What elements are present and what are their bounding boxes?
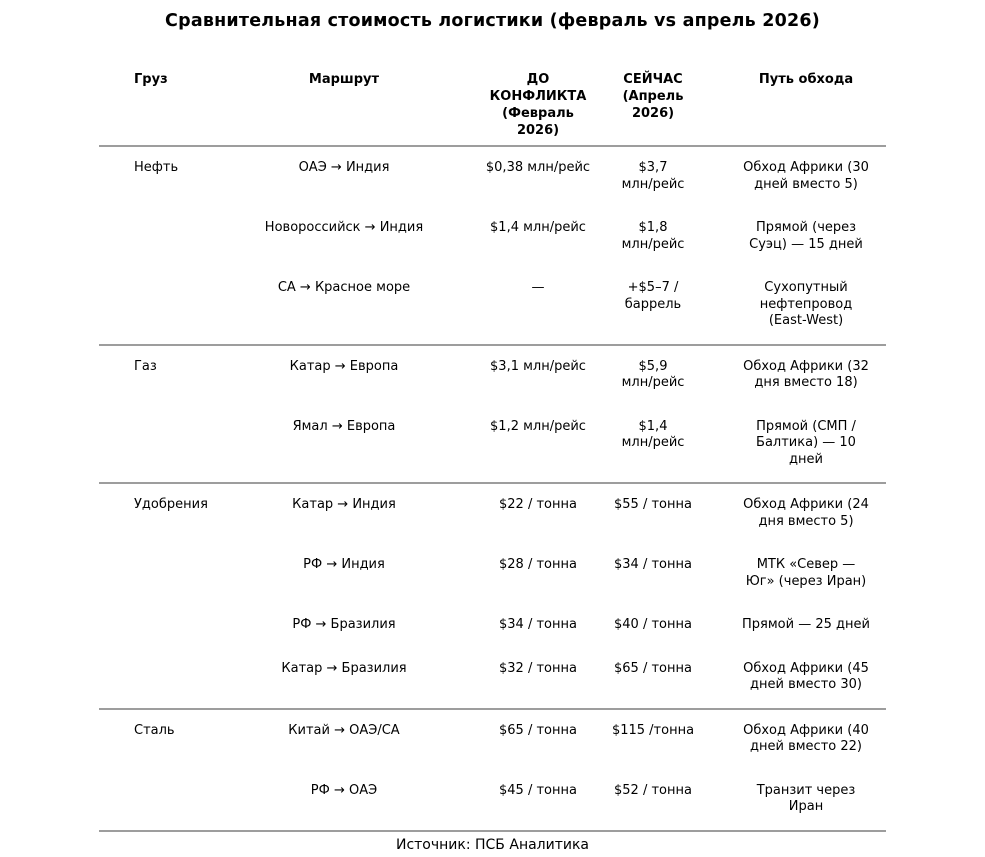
before-cell: $32 / тонна — [499, 660, 577, 676]
column-header-now: СЕЙЧАС (Апрель 2026) — [603, 55, 703, 147]
table-row: Новороссийск → Индия $1,4 млн/рейс $1,8 … — [99, 207, 886, 267]
cargo-cell: Газ — [99, 343, 239, 406]
cargo-cell — [99, 544, 239, 604]
route-cell: РФ → Индия — [303, 557, 385, 572]
page-title: Сравнительная стоимость логистики (февра… — [165, 11, 820, 31]
cargo-cell — [99, 604, 239, 648]
table-row: Удобрения Катар → Индия $22 / тонна $55 … — [99, 482, 886, 544]
detour-cell: Обход Африки (32 дня вместо 18) — [703, 343, 886, 406]
now-cell: $1,8 млн/рейс — [621, 220, 685, 252]
table-row: Ямал → Европа $1,2 млн/рейс $1,4 млн/рей… — [99, 406, 886, 484]
detour-cell: Обход Африки (30 дней вместо 5) — [743, 160, 869, 192]
route-cell: Ямал → Европа — [292, 418, 396, 434]
detour-cell: Обход Африки (40 дней вместо 22) — [703, 707, 886, 770]
column-header-cargo: Груз — [99, 55, 239, 147]
table-row: Катар → Бразилия $32 / тонна $65 / тонна… — [99, 648, 886, 709]
now-cell: $115 /тонна — [603, 707, 703, 770]
group-fertilizers: Удобрения Катар → Индия $22 / тонна $55 … — [99, 482, 886, 709]
cargo-cell — [99, 207, 239, 267]
route-cell: Катар → Европа — [239, 343, 449, 406]
before-cell: — — [531, 280, 545, 295]
group-oil: Нефть ОАЭ → Индия $0,38 млн/рейс $3,7 мл… — [99, 146, 886, 345]
cargo-cell: Сталь — [99, 707, 239, 770]
route-cell: Катар → Бразилия — [281, 660, 407, 676]
route-cell: РФ → ОАЭ — [239, 769, 449, 832]
group-gas: Газ Катар → Европа $3,1 млн/рейс $5,9 мл… — [99, 343, 886, 484]
now-cell: $5,9 млн/рейс — [603, 343, 703, 406]
cargo-cell — [99, 406, 239, 484]
table-row: Сталь Китай → ОАЭ/СА $65 / тонна $115 /т… — [99, 707, 886, 770]
now-cell: $3,7 млн/рейс — [621, 160, 685, 192]
route-cell: РФ → Бразилия — [292, 617, 396, 632]
detour-cell: Прямой (СМП / Балтика) — 10 дней — [756, 418, 856, 467]
table-header: Груз Маршрут ДО КОНФЛИКТА (Февраль 2026)… — [99, 55, 886, 147]
header-row: Груз Маршрут ДО КОНФЛИКТА (Февраль 2026)… — [99, 55, 886, 147]
now-cell: $34 / тонна — [614, 557, 692, 572]
route-cell: Катар → Индия — [239, 482, 449, 544]
detour-cell: Сухопутный нефтепровод (East-West) — [759, 280, 853, 328]
route-cell: Новороссийск → Индия — [264, 220, 424, 235]
route-cell: СА → Красное море — [277, 280, 411, 295]
detour-cell: Прямой (через Суэц) — 15 дней — [749, 220, 863, 252]
detour-cell: Прямой — 25 дней — [742, 617, 870, 632]
before-cell: $1,4 млн/рейс — [490, 220, 586, 235]
cargo-cell — [99, 267, 239, 345]
route-cell: ОАЭ → Индия — [298, 160, 390, 175]
detour-cell: Транзит через Иран — [703, 769, 886, 832]
now-cell: $40 / тонна — [614, 617, 692, 632]
now-cell: $52 / тонна — [603, 769, 703, 832]
table-row: СА → Красное море — +$5–7 / баррель Сухо… — [99, 267, 886, 345]
before-cell: $22 / тонна — [449, 482, 603, 544]
before-cell: $3,1 млн/рейс — [449, 343, 603, 406]
cargo-cell: Удобрения — [99, 482, 239, 544]
detour-cell: Обход Африки (45 дней вместо 30) — [743, 660, 869, 693]
before-cell: $45 / тонна — [449, 769, 603, 832]
detour-cell: Обход Африки (24 дня вместо 5) — [703, 482, 886, 544]
now-cell: $1,4 млн/рейс — [621, 418, 685, 451]
now-cell: +$5–7 / баррель — [624, 280, 682, 312]
before-cell: $0,38 млн/рейс — [485, 160, 591, 175]
source-note: Источник: ПСБ Аналитика — [395, 836, 590, 853]
table-row: Газ Катар → Европа $3,1 млн/рейс $5,9 мл… — [99, 343, 886, 406]
route-cell: Китай → ОАЭ/СА — [239, 707, 449, 770]
now-cell: $55 / тонна — [603, 482, 703, 544]
before-cell: $34 / тонна — [499, 617, 577, 632]
cargo-cell — [99, 648, 239, 709]
logistics-comparison-table: Груз Маршрут ДО КОНФЛИКТА (Февраль 2026)… — [99, 55, 886, 832]
before-cell: $28 / тонна — [499, 557, 577, 572]
table-row: РФ → Бразилия $34 / тонна $40 / тонна Пр… — [99, 604, 886, 648]
column-header-detour: Путь обхода — [703, 55, 886, 147]
group-steel: Сталь Китай → ОАЭ/СА $65 / тонна $115 /т… — [99, 707, 886, 832]
table-row: РФ → Индия $28 / тонна $34 / тонна МТК «… — [99, 544, 886, 604]
cargo-cell — [99, 769, 239, 832]
cargo-cell: Нефть — [134, 160, 179, 175]
before-cell: $65 / тонна — [449, 707, 603, 770]
column-header-route: Маршрут — [239, 55, 449, 147]
table-row: Нефть ОАЭ → Индия $0,38 млн/рейс $3,7 мл… — [99, 146, 886, 207]
column-header-before: ДО КОНФЛИКТА (Февраль 2026) — [449, 55, 603, 147]
now-cell: $65 / тонна — [614, 660, 692, 676]
table-row: РФ → ОАЭ $45 / тонна $52 / тонна Транзит… — [99, 769, 886, 832]
detour-cell: МТК «Север — Юг» (через Иран) — [745, 557, 867, 589]
before-cell: $1,2 млн/рейс — [490, 418, 586, 434]
